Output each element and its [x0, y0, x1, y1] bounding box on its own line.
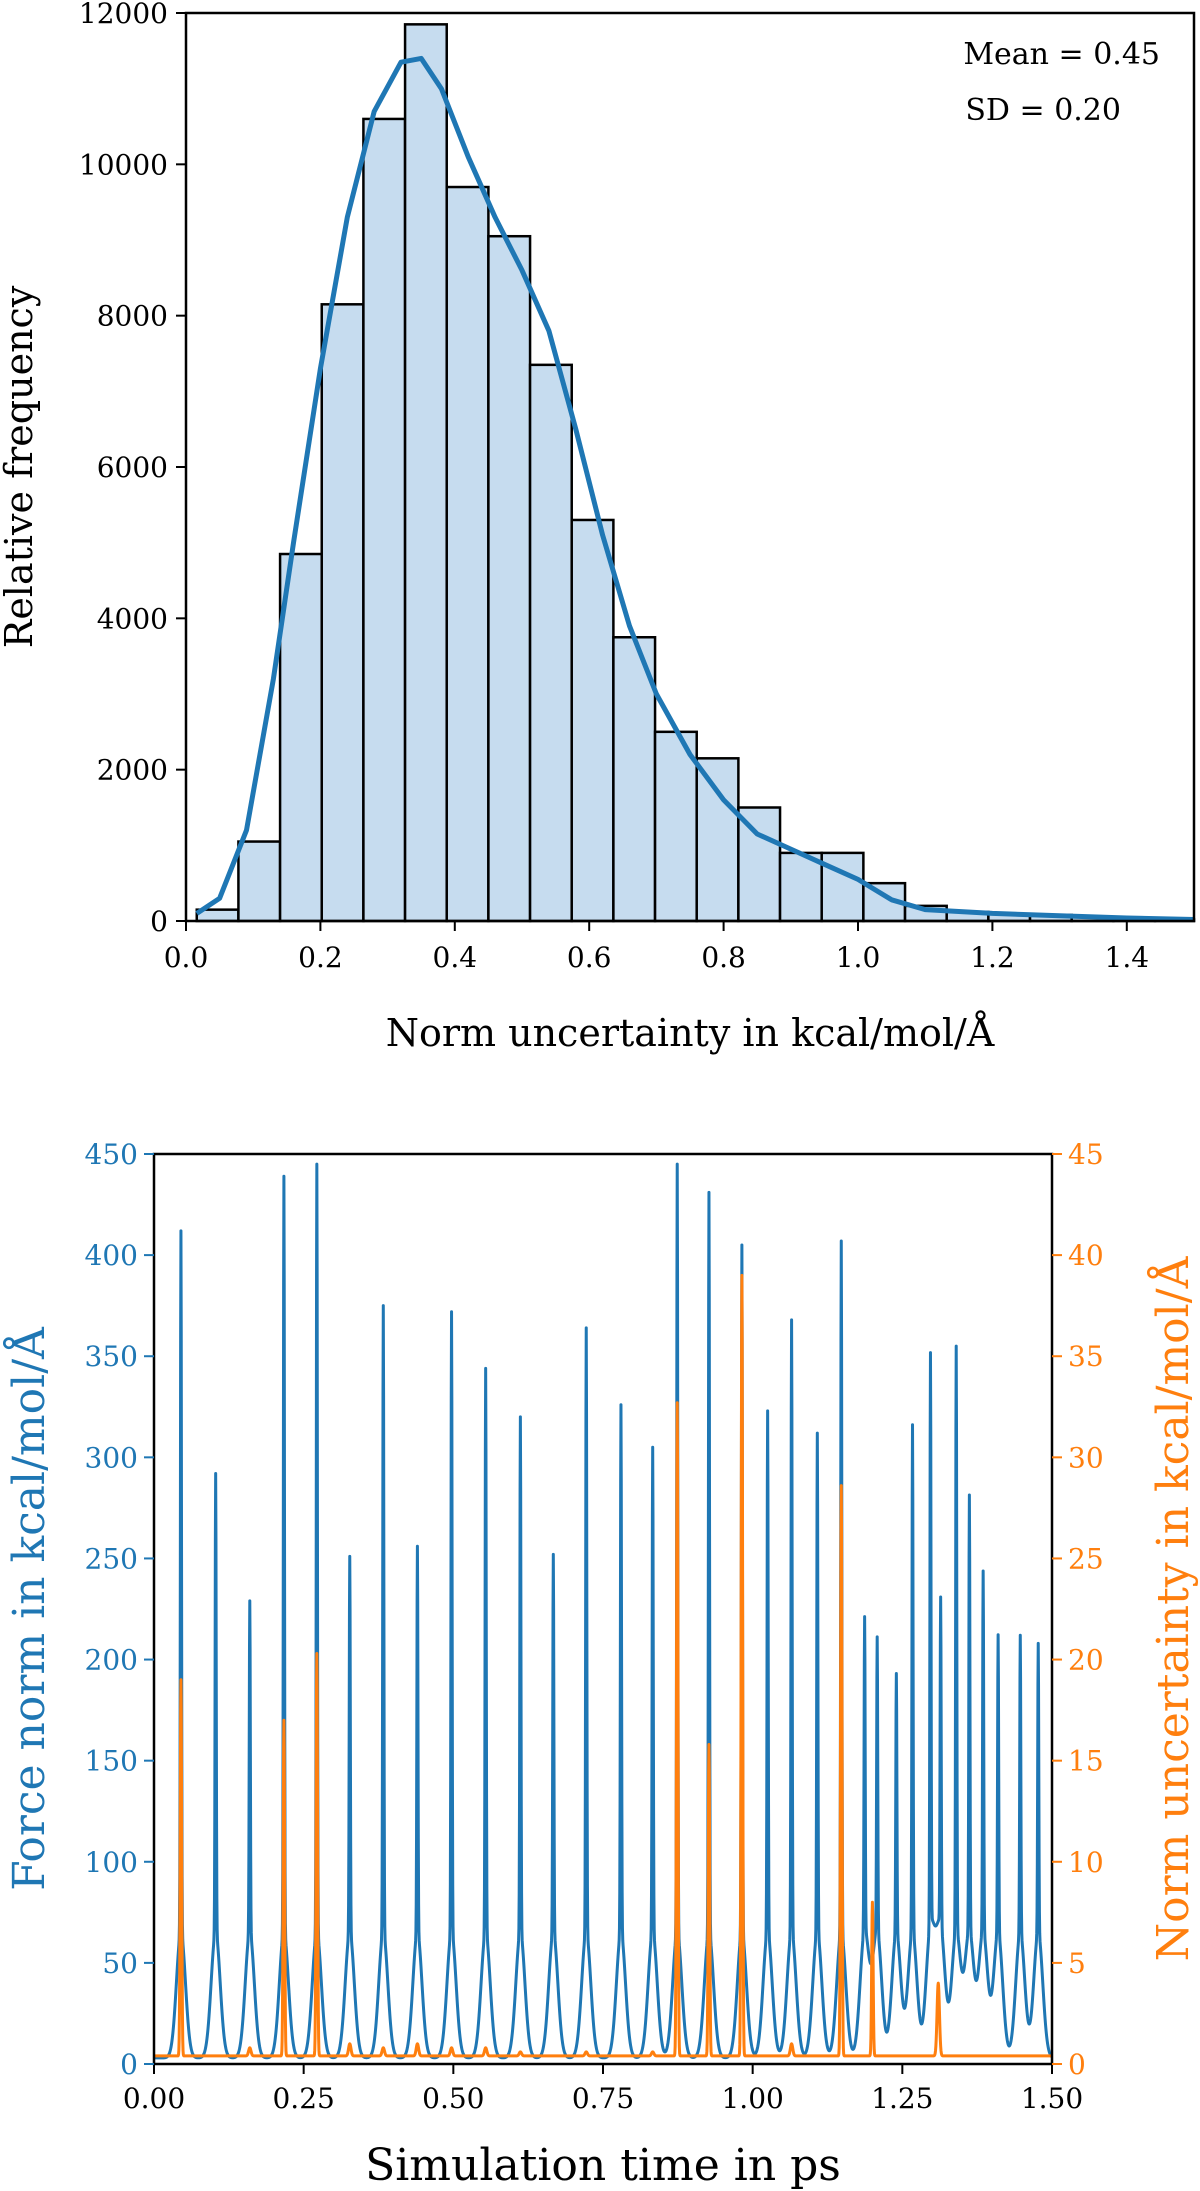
y-tick-label: 6000 [97, 451, 168, 484]
y-tick-label: 4000 [97, 602, 168, 635]
left-y-tick-label: 50 [102, 1947, 138, 1980]
left-y-tick-label: 200 [85, 1644, 138, 1677]
sd-annotation: SD = 0.20 [965, 93, 1121, 128]
histogram-bar [570, 518, 615, 923]
right-y-tick-label: 30 [1068, 1441, 1104, 1474]
x-tick-label: 1.0 [836, 941, 881, 974]
left-y-tick-label: 150 [85, 1745, 138, 1778]
histogram-bar [528, 363, 573, 923]
histogram-bar [320, 303, 365, 923]
x-tick-label: 0.4 [433, 941, 478, 974]
histogram-bar [362, 117, 407, 923]
right-y-tick-label: 0 [1068, 2048, 1086, 2081]
mean-annotation: Mean = 0.45 [963, 37, 1160, 72]
uncertainty-axis-label: Norm uncertainty in kcal/mol/Å [1146, 1255, 1199, 1961]
histogram-bar [653, 730, 698, 923]
x-tick-label: 0.6 [567, 941, 612, 974]
right-y-tick-label: 35 [1068, 1340, 1104, 1373]
timeseries-x-axis-label: Simulation time in ps [365, 2140, 841, 2191]
x-tick-label: 0.8 [701, 941, 746, 974]
left-y-tick-label: 400 [85, 1239, 138, 1272]
x-tick-label: 0.0 [164, 941, 209, 974]
timeseries-x-ticks: 0.00 0.25 0.50 0.75 1.00 1.25 1.50 [123, 2064, 1083, 2115]
force-norm-line [154, 1162, 1052, 2060]
timeseries-panel: 0.00 0.25 0.50 0.75 1.00 1.25 1.50 05010015020… [2, 1138, 1199, 2191]
histogram-x-ticks: 0.0 0.2 0.4 0.6 0.8 1.0 1.2 1.4 [164, 921, 1149, 974]
histogram-x-axis-label: Norm uncertainty in kcal/mol/Å [386, 1011, 995, 1055]
y-tick-label: 2000 [97, 754, 168, 787]
right-y-tick-label: 45 [1068, 1138, 1104, 1171]
left-y-tick-label: 300 [85, 1441, 138, 1474]
histogram-bar [278, 552, 323, 923]
x-tick-label: 1.25 [871, 2082, 933, 2115]
y-tick-label: 8000 [97, 300, 168, 333]
left-y-tick-label: 450 [85, 1138, 138, 1171]
x-tick-label: 0.2 [298, 941, 343, 974]
x-tick-label: 0.00 [123, 2082, 185, 2115]
norm-uncertainty-line [154, 1273, 1052, 2058]
y-tick-label: 10000 [79, 148, 168, 181]
right-y-tick-label: 20 [1068, 1644, 1104, 1677]
left-y-tick-label: 350 [85, 1340, 138, 1373]
timeseries-right-y-ticks: 0 5 10 15 20 25 30 35 40 45 [1052, 1138, 1104, 2081]
left-y-tick-label: 250 [85, 1542, 138, 1575]
histogram-y-axis-label: Relative frequency [0, 285, 41, 648]
x-tick-label: 0.25 [272, 2082, 334, 2115]
timeseries-frame [152, 1152, 1054, 2066]
y-tick-label: 0 [150, 905, 168, 938]
left-y-tick-label: 0 [120, 2048, 138, 2081]
kde-curve [195, 55, 1195, 922]
histogram-panel: 0.0 0.2 0.4 0.6 0.8 1.0 1.2 1.4 0 2000 4000 6000 80… [0, 0, 1196, 1055]
x-tick-label: 0.50 [422, 2082, 484, 2115]
right-y-tick-label: 40 [1068, 1239, 1104, 1272]
histogram-y-ticks: 0 2000 4000 6000 8000 10000 12000 [79, 0, 186, 938]
y-tick-label: 12000 [79, 0, 168, 30]
x-tick-label: 0.75 [572, 2082, 634, 2115]
histogram-bar [695, 757, 740, 923]
histogram-bar [237, 840, 282, 923]
right-y-tick-label: 25 [1068, 1542, 1104, 1575]
histogram-bar [487, 234, 532, 923]
left-y-tick-label: 100 [85, 1846, 138, 1879]
timeseries-left-y-ticks: 0 50 100 150 200 250 300 350 400 450 [85, 1138, 154, 2081]
right-y-tick-label: 5 [1068, 1947, 1086, 1980]
right-y-tick-label: 10 [1068, 1846, 1104, 1879]
x-tick-label: 1.00 [721, 2082, 783, 2115]
force-norm-axis-label: Force norm in kcal/mol/Å [2, 1326, 55, 1891]
right-y-tick-label: 15 [1068, 1745, 1104, 1778]
histogram-bar [820, 851, 865, 923]
x-tick-label: 1.50 [1021, 2082, 1083, 2115]
x-tick-label: 1.2 [970, 941, 1015, 974]
histogram-bar [778, 851, 823, 923]
x-tick-label: 1.4 [1105, 941, 1150, 974]
histogram-bar [403, 23, 448, 923]
histogram-bars [195, 23, 1196, 923]
histogram-bar [445, 185, 490, 923]
